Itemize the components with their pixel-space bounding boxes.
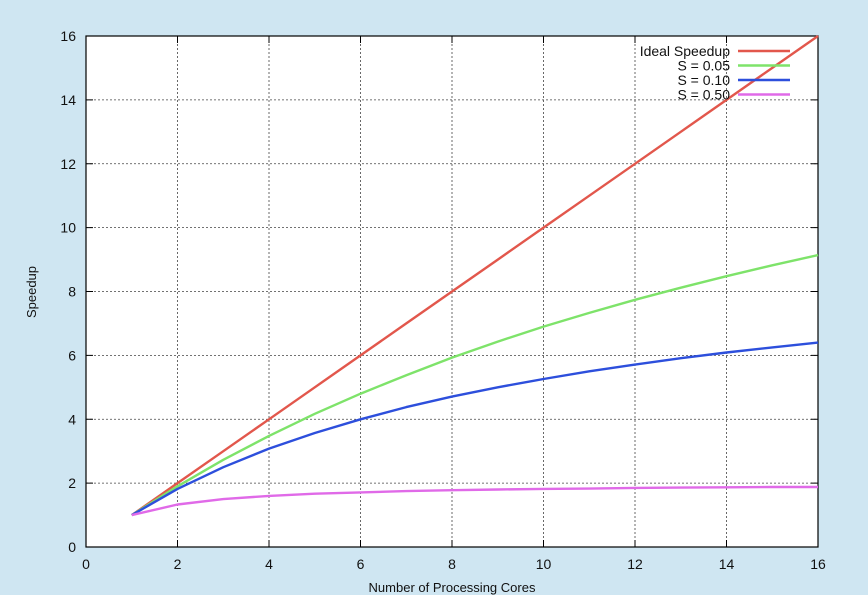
axis-ticks: 0 2 4 6 8 10 12 14 16 0 2 4 6 8 10 12 14 16 [60, 28, 826, 572]
y-tick-label: 8 [68, 284, 76, 300]
y-tick-label: 4 [68, 411, 76, 427]
series-line-2 [131, 341, 819, 517]
x-tick-label: 16 [810, 556, 826, 572]
x-tick-label: 0 [82, 556, 90, 572]
x-axis-label: Number of Processing Cores [369, 580, 536, 595]
x-tick-label: 12 [627, 556, 643, 572]
series-line-3 [131, 485, 818, 517]
y-tick-label: 12 [60, 156, 76, 172]
x-tick-label: 8 [448, 556, 456, 572]
x-tick-label: 2 [174, 556, 182, 572]
x-tick-label: 14 [719, 556, 735, 572]
legend-label: Ideal Speedup [640, 43, 731, 59]
y-tick-label: 2 [68, 475, 76, 491]
x-tick-label: 10 [536, 556, 552, 572]
y-tick-label: 16 [60, 28, 76, 44]
legend-label: S = 0.05 [677, 58, 730, 74]
series-line-1 [131, 253, 819, 517]
x-tick-label: 4 [265, 556, 273, 572]
x-tick-label: 6 [357, 556, 365, 572]
legend-label: S = 0.50 [677, 87, 730, 103]
series-line-0 [131, 35, 819, 517]
y-tick-label: 6 [68, 347, 76, 363]
legend-label: S = 0.10 [677, 72, 730, 88]
y-axis-label: Speedup [24, 266, 39, 318]
y-tick-label: 10 [60, 220, 76, 236]
y-tick-label: 14 [60, 92, 76, 108]
series-lines [131, 35, 819, 517]
y-tick-label: 0 [68, 539, 76, 555]
